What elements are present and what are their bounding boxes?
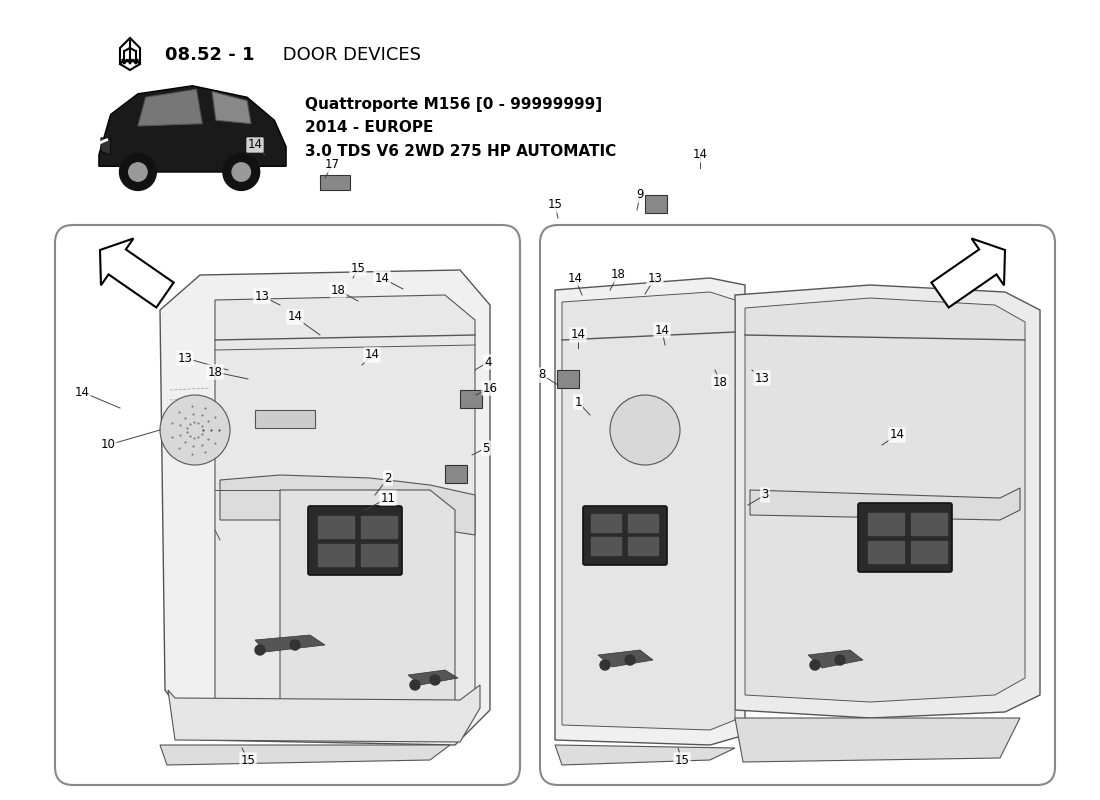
Text: 4: 4 bbox=[484, 355, 492, 369]
Polygon shape bbox=[750, 488, 1020, 520]
Circle shape bbox=[600, 660, 610, 670]
Polygon shape bbox=[100, 238, 174, 307]
Circle shape bbox=[255, 645, 265, 655]
Circle shape bbox=[810, 660, 820, 670]
Text: 14: 14 bbox=[75, 386, 89, 398]
Text: 13: 13 bbox=[648, 271, 662, 285]
Polygon shape bbox=[562, 292, 735, 730]
Circle shape bbox=[223, 154, 260, 190]
Text: 13: 13 bbox=[755, 371, 769, 385]
Text: 3.0 TDS V6 2WD 275 HP AUTOMATIC: 3.0 TDS V6 2WD 275 HP AUTOMATIC bbox=[305, 143, 616, 158]
Text: 16: 16 bbox=[483, 382, 497, 394]
Bar bbox=[255, 410, 315, 428]
Text: 15: 15 bbox=[241, 754, 255, 766]
Polygon shape bbox=[408, 670, 458, 685]
Text: Quattroporte M156 [0 - 99999999]: Quattroporte M156 [0 - 99999999] bbox=[305, 98, 602, 113]
Text: 17: 17 bbox=[324, 158, 340, 171]
Text: 18: 18 bbox=[610, 269, 626, 282]
Text: 14: 14 bbox=[248, 138, 263, 151]
Text: 14: 14 bbox=[568, 271, 583, 285]
Text: 08.52 - 1: 08.52 - 1 bbox=[165, 46, 254, 64]
Circle shape bbox=[129, 162, 147, 182]
Bar bbox=[318, 516, 354, 538]
Text: 10: 10 bbox=[100, 438, 116, 451]
FancyBboxPatch shape bbox=[583, 506, 667, 565]
Bar bbox=[868, 513, 904, 535]
Text: 14: 14 bbox=[374, 271, 389, 285]
Text: 14: 14 bbox=[571, 329, 585, 342]
Bar bbox=[628, 514, 658, 532]
Polygon shape bbox=[101, 138, 111, 154]
Bar bbox=[446, 465, 468, 483]
Circle shape bbox=[232, 162, 251, 182]
Circle shape bbox=[410, 680, 420, 690]
Bar bbox=[557, 370, 579, 388]
FancyBboxPatch shape bbox=[540, 225, 1055, 785]
Circle shape bbox=[430, 675, 440, 685]
Text: 11: 11 bbox=[381, 491, 396, 505]
Text: 8: 8 bbox=[538, 369, 546, 382]
Bar bbox=[911, 541, 947, 563]
Text: 15: 15 bbox=[548, 198, 562, 211]
Polygon shape bbox=[735, 718, 1020, 762]
Circle shape bbox=[835, 655, 845, 665]
Text: 18: 18 bbox=[331, 283, 345, 297]
Polygon shape bbox=[160, 745, 450, 765]
Bar bbox=[868, 541, 904, 563]
Polygon shape bbox=[99, 86, 286, 172]
Circle shape bbox=[610, 395, 680, 465]
Polygon shape bbox=[214, 295, 475, 720]
Text: 18: 18 bbox=[713, 375, 727, 389]
Bar bbox=[460, 390, 482, 408]
Polygon shape bbox=[160, 270, 490, 745]
Circle shape bbox=[120, 154, 156, 190]
Text: 15: 15 bbox=[674, 754, 690, 766]
Text: 13: 13 bbox=[254, 290, 270, 302]
Polygon shape bbox=[212, 91, 251, 124]
FancyBboxPatch shape bbox=[308, 506, 402, 575]
Circle shape bbox=[625, 655, 635, 665]
Text: DOOR DEVICES: DOOR DEVICES bbox=[277, 46, 421, 64]
Polygon shape bbox=[255, 635, 324, 652]
Text: 3: 3 bbox=[761, 489, 769, 502]
Text: 1: 1 bbox=[574, 395, 582, 409]
Circle shape bbox=[290, 640, 300, 650]
Polygon shape bbox=[745, 298, 1025, 702]
Polygon shape bbox=[598, 650, 653, 667]
Polygon shape bbox=[168, 685, 480, 742]
Polygon shape bbox=[280, 490, 455, 720]
Text: 13: 13 bbox=[177, 351, 192, 365]
Bar bbox=[591, 537, 622, 555]
Polygon shape bbox=[220, 475, 475, 535]
Bar bbox=[361, 544, 397, 566]
Text: 5: 5 bbox=[482, 442, 490, 454]
Polygon shape bbox=[808, 650, 864, 668]
Bar bbox=[911, 513, 947, 535]
Polygon shape bbox=[556, 278, 745, 745]
Bar bbox=[591, 514, 622, 532]
Text: 9: 9 bbox=[636, 189, 644, 202]
FancyBboxPatch shape bbox=[55, 225, 520, 785]
Bar bbox=[628, 537, 658, 555]
Polygon shape bbox=[932, 238, 1005, 307]
Circle shape bbox=[160, 395, 230, 465]
Polygon shape bbox=[556, 745, 735, 765]
Bar bbox=[318, 544, 354, 566]
Text: 14: 14 bbox=[364, 349, 380, 362]
Text: 14: 14 bbox=[287, 310, 303, 323]
Text: 14: 14 bbox=[890, 429, 904, 442]
Polygon shape bbox=[138, 90, 202, 126]
Bar bbox=[361, 516, 397, 538]
Text: 14: 14 bbox=[693, 149, 707, 162]
Text: 2: 2 bbox=[384, 471, 392, 485]
Text: 15: 15 bbox=[351, 262, 365, 274]
Text: 2014 - EUROPE: 2014 - EUROPE bbox=[305, 121, 433, 135]
Bar bbox=[645, 195, 667, 213]
Polygon shape bbox=[120, 38, 140, 70]
Bar bbox=[320, 175, 350, 190]
Text: 14: 14 bbox=[654, 323, 670, 337]
Text: 18: 18 bbox=[208, 366, 222, 378]
Polygon shape bbox=[735, 285, 1040, 718]
FancyBboxPatch shape bbox=[858, 503, 952, 572]
